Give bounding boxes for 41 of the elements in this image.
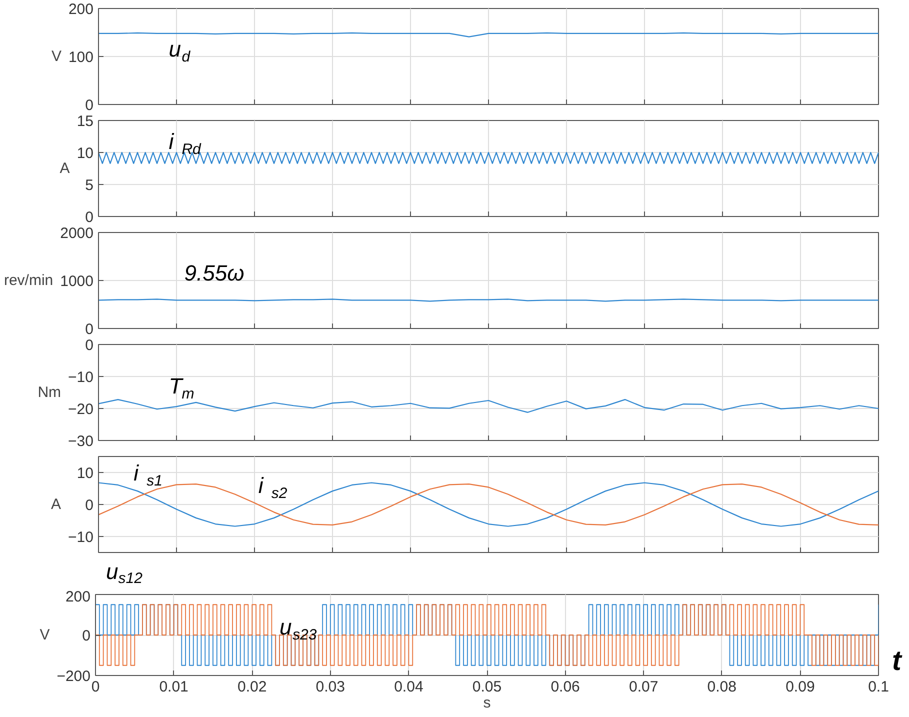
y-tick-label: 1000 bbox=[60, 273, 94, 290]
y-tick-label: −10 bbox=[68, 369, 94, 386]
line-series bbox=[98, 398, 878, 413]
y-tick-label: 0 bbox=[85, 337, 94, 354]
y-tick-label: 0 bbox=[85, 97, 94, 114]
y-tick-label: 0 bbox=[85, 497, 94, 514]
y-tick-label: 200 bbox=[68, 1, 94, 18]
y-axis-title: Nm bbox=[38, 384, 62, 401]
x-tick-label: 0.08 bbox=[707, 678, 737, 696]
series-label: u$_{s12}$ bbox=[106, 559, 142, 587]
y-tick-label: 100 bbox=[68, 49, 94, 66]
y-axis-title: V bbox=[40, 626, 50, 644]
y-tick-label: −20 bbox=[68, 401, 94, 418]
series-label: 9.55ω bbox=[184, 260, 244, 286]
y-tick-label: −200 bbox=[56, 668, 91, 685]
x-tick-label: 0.1 bbox=[868, 678, 889, 696]
y-tick-label: 15 bbox=[76, 113, 94, 130]
x-tick-label: 0.03 bbox=[316, 678, 346, 696]
y-tick-label: 10 bbox=[76, 465, 94, 482]
x-tick-label: 0.01 bbox=[159, 678, 188, 696]
y-tick-label: −10 bbox=[68, 529, 94, 546]
y-axis-title: V bbox=[51, 48, 62, 65]
x-tick-label: 0.07 bbox=[629, 678, 658, 696]
y-axis-title: rev/min bbox=[4, 272, 54, 289]
x-tick-label: 0.09 bbox=[786, 678, 815, 696]
y-tick-label: 0 bbox=[85, 321, 94, 338]
x-axis-title: s bbox=[483, 694, 491, 712]
y-tick-label: 0 bbox=[85, 209, 94, 226]
x-tick-label: 0.02 bbox=[238, 678, 267, 696]
y-tick-label: 10 bbox=[76, 145, 94, 162]
text: t bbox=[892, 645, 902, 676]
y-tick-label: 2000 bbox=[60, 225, 94, 242]
y-axis-title: A bbox=[51, 496, 62, 513]
x-tick-label: 0.06 bbox=[550, 678, 580, 696]
y-tick-label: 5 bbox=[85, 177, 94, 194]
y-tick-label: 0 bbox=[82, 628, 90, 644]
y-tick-label: −30 bbox=[68, 433, 94, 450]
y-axis-title: A bbox=[60, 160, 70, 177]
x-tick-label: 0.05 bbox=[472, 678, 502, 696]
y-tick-label: 200 bbox=[65, 588, 91, 606]
x-tick-label: 0.04 bbox=[394, 678, 424, 696]
